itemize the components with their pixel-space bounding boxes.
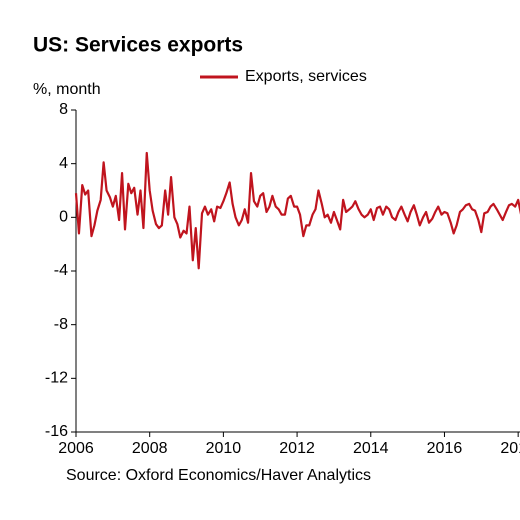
y-axis-label: %, month [33,81,101,98]
x-tick-label: 2008 [132,440,168,457]
y-tick-label: -16 [45,423,68,440]
x-tick-label: 2014 [353,440,389,457]
x-tick-label: 2018 [500,440,520,457]
y-tick-label: 8 [59,101,68,118]
data-line [74,151,520,270]
legend-label: Exports, services [245,68,367,85]
y-tick-label: -8 [54,316,68,333]
y-tick-label: 4 [59,155,68,172]
x-tick-label: 2010 [206,440,242,457]
x-tick-label: 2012 [279,440,315,457]
source: Source: Oxford Economics/Haver Analytics [66,467,371,484]
y-tick-label: -4 [54,262,68,279]
y-tick-label: 0 [59,209,68,226]
x-tick-label: 2016 [427,440,463,457]
y-tick-label: -12 [45,370,68,387]
chart-title: US: Services exports [33,34,243,57]
x-tick-label: 2006 [58,440,94,457]
